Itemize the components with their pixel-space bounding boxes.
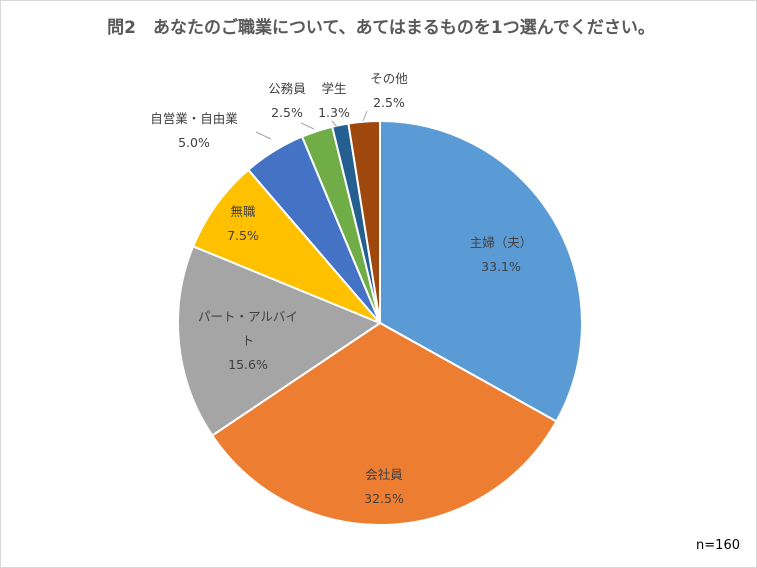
pie-slice [210,321,558,526]
slice-label: 主婦（夫） 33.1% [470,235,533,274]
slice-label: 会社員 32.5% [364,467,404,506]
slice-label: 学生 1.3% [318,81,350,120]
sample-size-note: n=160 [696,538,740,553]
pie-slice [177,244,383,437]
pie-slice [347,119,381,324]
pie-slice [379,119,583,423]
pie-slice [191,168,381,324]
leader-line [362,110,368,122]
leader-line [255,131,272,140]
slice-label: 自営業・自由業 5.0% [150,111,238,150]
slice-label: 公務員 2.5% [268,81,306,120]
leader-line [300,122,315,130]
leader-line [331,120,338,128]
slice-label: 無職 7.5% [227,204,259,243]
slice-label: パート・アルバイト 15.6% [198,309,298,372]
chart-title: 問2 あなたのご職業について、あてはまるものを1つ選んでください。 [107,18,655,38]
slice-label: その他 2.5% [370,71,408,110]
